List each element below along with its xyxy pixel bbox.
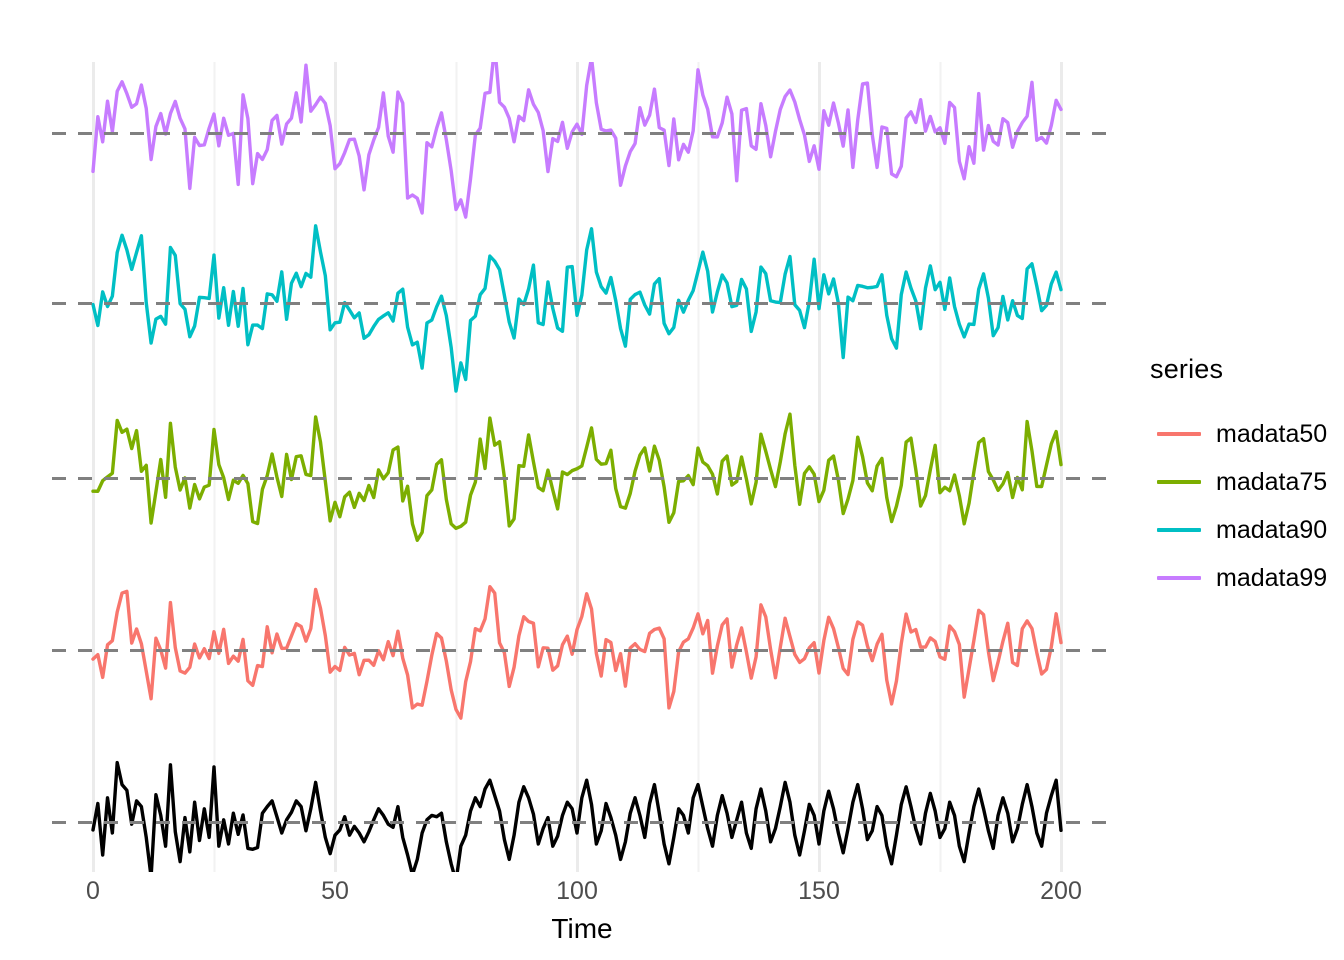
series-line-madata90: [91, 224, 1063, 393]
legend-key-icon: [1150, 458, 1208, 506]
plot-panel: [52, 62, 1112, 872]
legend-color-swatch: [1157, 576, 1201, 580]
legend-item-madata90[interactable]: madata90: [1150, 506, 1340, 554]
series-canvas: [91, 62, 1063, 872]
plot-area: [52, 62, 1112, 872]
legend-item-label: madata75: [1216, 467, 1328, 496]
x-tick-label: 0: [86, 877, 100, 905]
legend-key-icon: [1150, 410, 1208, 458]
legend-item-label: madata90: [1216, 515, 1328, 544]
x-tick-label: 100: [556, 877, 598, 905]
x-tick-label: 50: [321, 877, 349, 905]
legend-items: madata50 madata75 madata90 madata99: [1150, 410, 1340, 602]
legend-item-madata75[interactable]: madata75: [1150, 458, 1340, 506]
series-line-raw: [91, 760, 1063, 872]
legend-color-swatch: [1157, 432, 1201, 436]
legend-item-madata99[interactable]: madata99: [1150, 554, 1340, 602]
legend-color-swatch: [1157, 480, 1201, 484]
legend-key-icon: [1150, 506, 1208, 554]
legend-item-madata50[interactable]: madata50: [1150, 410, 1340, 458]
series-line-madata75: [91, 412, 1063, 542]
legend-title: series: [1150, 354, 1224, 384]
legend-item-label: madata99: [1216, 563, 1328, 592]
series-line-madata50: [91, 585, 1063, 720]
legend-key-icon: [1150, 554, 1208, 602]
x-tick-label: 200: [1040, 877, 1082, 905]
legend-color-swatch: [1157, 528, 1201, 532]
x-axis-ticks: 0 50 100 150 200: [52, 876, 1112, 910]
x-tick-label: 150: [798, 877, 840, 905]
series-line-madata99: [91, 62, 1063, 219]
x-axis-title: Time: [551, 913, 613, 944]
legend-item-label: madata50: [1216, 419, 1328, 448]
legend: series madata50 madata75 madata90 madata99: [1150, 352, 1340, 602]
